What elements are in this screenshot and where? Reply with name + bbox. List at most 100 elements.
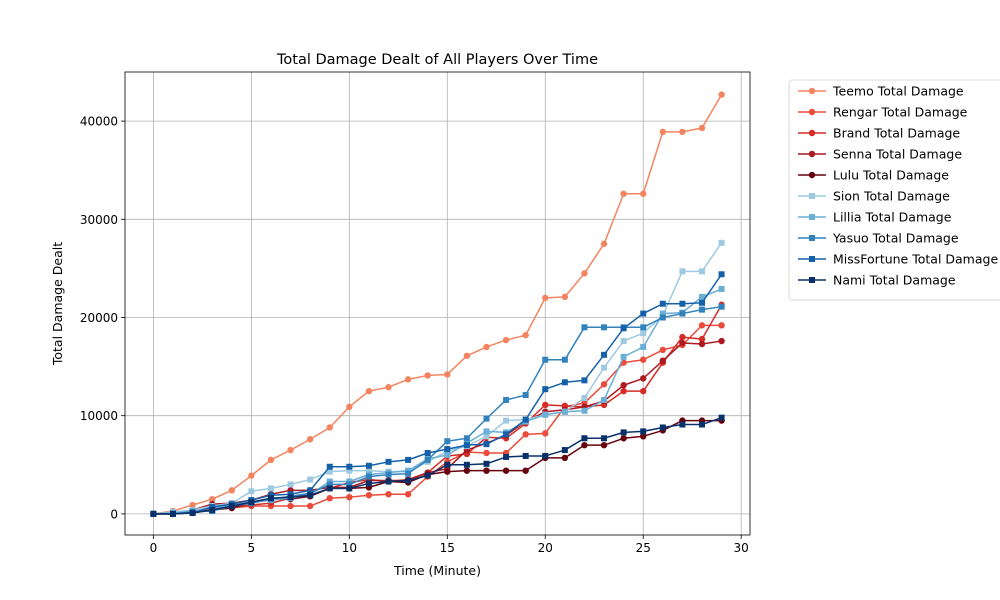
legend-entry: Brand Total Damage — [798, 126, 960, 141]
data-point — [542, 294, 549, 302]
data-point — [483, 441, 490, 448]
data-point — [659, 357, 667, 364]
data-point — [620, 190, 627, 197]
data-point — [385, 491, 392, 498]
data-point — [640, 190, 647, 197]
data-point — [365, 387, 373, 395]
y-tick-label: 30000 — [80, 213, 118, 227]
data-point — [483, 460, 490, 467]
data-point — [601, 435, 608, 442]
data-point — [307, 476, 314, 483]
data-point — [385, 458, 392, 465]
series-0 — [150, 91, 725, 518]
data-point — [267, 456, 275, 464]
data-point — [620, 382, 627, 389]
data-point — [326, 424, 333, 431]
data-point — [189, 509, 196, 516]
data-point — [698, 421, 705, 428]
data-point — [326, 485, 333, 492]
data-point — [640, 324, 647, 331]
data-point — [424, 372, 431, 379]
data-point — [346, 467, 353, 474]
data-point — [404, 491, 412, 498]
legend-label: Lulu Total Damage — [833, 168, 949, 183]
data-point — [601, 351, 608, 358]
data-point — [600, 240, 608, 248]
data-point — [561, 454, 569, 462]
data-point — [542, 411, 549, 418]
grid-lines — [125, 72, 750, 535]
y-tick-label: 10000 — [80, 409, 118, 423]
legend-marker — [809, 235, 815, 241]
data-point — [659, 314, 666, 321]
data-point — [542, 386, 549, 393]
data-point — [679, 421, 686, 428]
data-point — [228, 487, 235, 494]
data-point — [209, 506, 216, 513]
data-point — [561, 379, 568, 386]
data-point — [620, 353, 627, 360]
series-layer — [150, 91, 725, 518]
legend-label: Yasuo Total Damage — [832, 231, 959, 246]
data-point — [522, 452, 529, 459]
data-point — [581, 435, 588, 442]
data-point — [581, 377, 588, 384]
data-point — [522, 392, 529, 399]
data-point — [503, 396, 510, 403]
data-point — [424, 450, 431, 457]
data-point — [424, 456, 431, 463]
data-point — [659, 310, 666, 317]
data-point — [600, 381, 608, 388]
data-point — [561, 408, 568, 415]
legend-entry: Yasuo Total Damage — [798, 231, 959, 246]
legend-entry: Rengar Total Damage — [798, 105, 968, 120]
data-point — [522, 467, 529, 474]
data-point — [581, 270, 588, 277]
data-point — [444, 438, 451, 445]
data-point — [679, 339, 686, 347]
data-point — [659, 300, 666, 307]
data-point — [346, 403, 353, 411]
data-point — [346, 493, 353, 501]
legend-label: MissFortune Total Damage — [833, 252, 998, 267]
data-point — [463, 442, 470, 449]
data-point — [287, 446, 294, 454]
data-point — [698, 268, 705, 275]
data-point — [542, 452, 549, 459]
data-point — [189, 501, 196, 509]
data-point — [698, 299, 705, 306]
data-point — [698, 335, 706, 343]
data-point — [424, 472, 431, 479]
x-tick-label: 25 — [636, 541, 651, 555]
data-point — [307, 492, 314, 499]
data-point — [620, 429, 627, 436]
data-point — [503, 431, 510, 438]
series-9 — [150, 414, 725, 517]
legend-entry: Sion Total Damage — [798, 189, 950, 204]
y-axis: 0 10000 20000 30000 40000 — [80, 115, 125, 521]
data-point — [248, 472, 255, 479]
data-point — [522, 331, 529, 339]
data-point — [404, 376, 412, 383]
x-tick-label: 15 — [440, 541, 455, 555]
legend-entry: Nami Total Damage — [798, 273, 956, 288]
data-point — [444, 451, 451, 458]
data-point — [170, 510, 177, 517]
x-tick-label: 5 — [248, 541, 256, 555]
data-point — [483, 449, 490, 457]
data-point — [640, 375, 647, 382]
legend-entry: Lulu Total Damage — [798, 168, 949, 183]
data-point — [287, 502, 294, 510]
data-point — [659, 424, 666, 431]
data-point — [365, 467, 372, 474]
data-point — [503, 417, 510, 424]
data-point — [385, 384, 392, 391]
data-point — [287, 494, 294, 501]
data-point — [620, 387, 627, 395]
data-point — [444, 468, 451, 475]
legend-marker — [809, 193, 815, 199]
data-point — [463, 435, 470, 442]
data-point — [561, 293, 569, 301]
data-point — [444, 371, 451, 378]
